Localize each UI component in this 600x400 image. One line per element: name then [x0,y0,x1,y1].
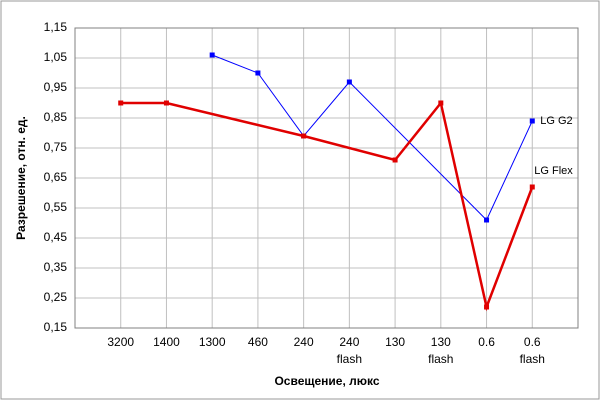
x-tick-label: 0.6 [478,335,495,349]
plot-border [74,27,579,329]
point [255,70,261,76]
y-tick-label: 0,45 [44,230,68,244]
x-tick-label: 1400 [153,335,180,349]
series-label: LG G2 [540,115,572,127]
point [484,304,490,310]
point [484,217,490,223]
y-tick-label: 0,65 [44,170,68,184]
y-tick-label: 0,15 [44,320,68,334]
x-tick-label: 240 [293,335,314,349]
x-tick-label: 0.6 flash [519,335,545,366]
y-tick-label: 0,95 [44,80,68,94]
y-tick-label: 0,75 [44,140,68,154]
y-tick-label: 0,35 [44,260,68,274]
point [163,100,169,106]
point [529,118,535,124]
y-tick-label: 0,55 [44,200,68,214]
y-tick-label: 1,05 [44,50,68,64]
point [392,157,398,163]
x-tick-label: 130 [385,335,406,349]
x-tick-label: 130 flash [428,335,454,366]
y-tick-label: 0,85 [44,110,68,124]
x-tick-label: 3200 [107,335,135,349]
series-line [120,100,534,312]
point [301,133,307,139]
x-tick-label: 460 [247,335,268,349]
point [529,184,535,190]
x-axis-title: Освещение, люкс [274,374,379,388]
series-label: LG Flex [534,165,573,177]
y-axis-title: Разрешение, отн. ед. [14,116,28,240]
series-line [211,54,533,221]
point [118,100,124,106]
point [209,52,215,58]
x-tick-label: 240 flash [336,335,363,366]
y-tick-label: 1,15 [44,20,68,34]
y-tick-label: 0,25 [44,290,68,304]
x-tick-label: 1300 [198,335,226,349]
point [438,100,444,106]
point [346,79,352,85]
